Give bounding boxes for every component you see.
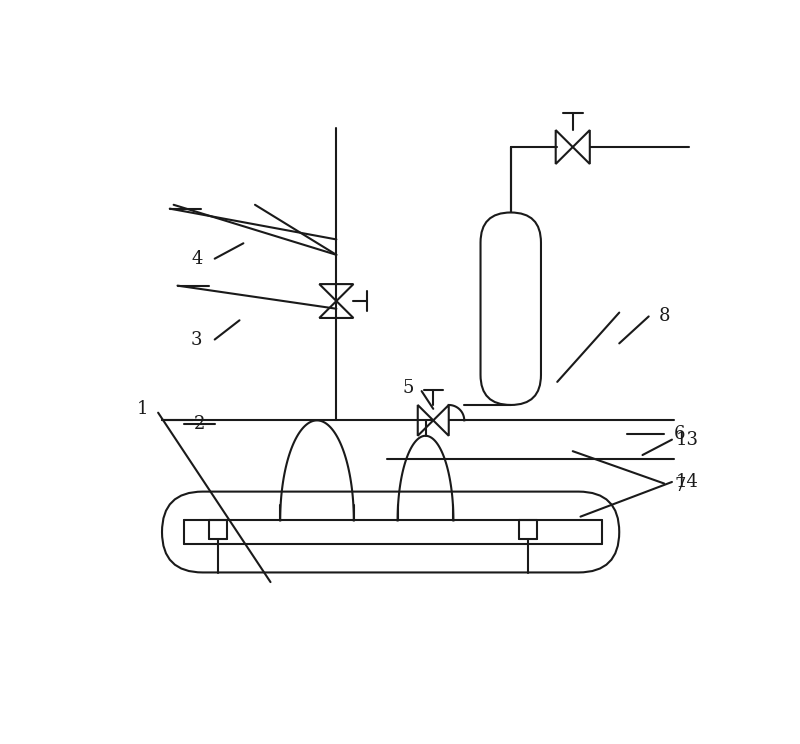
Text: 2: 2 — [194, 415, 205, 433]
Text: 5: 5 — [402, 379, 414, 397]
Text: 8: 8 — [658, 307, 670, 325]
Text: 3: 3 — [191, 330, 202, 348]
Text: 13: 13 — [676, 431, 699, 449]
Text: 6: 6 — [674, 426, 686, 443]
Text: 7: 7 — [674, 477, 686, 495]
Text: 1: 1 — [137, 400, 148, 418]
Text: 14: 14 — [676, 473, 699, 491]
Text: 4: 4 — [192, 250, 203, 268]
